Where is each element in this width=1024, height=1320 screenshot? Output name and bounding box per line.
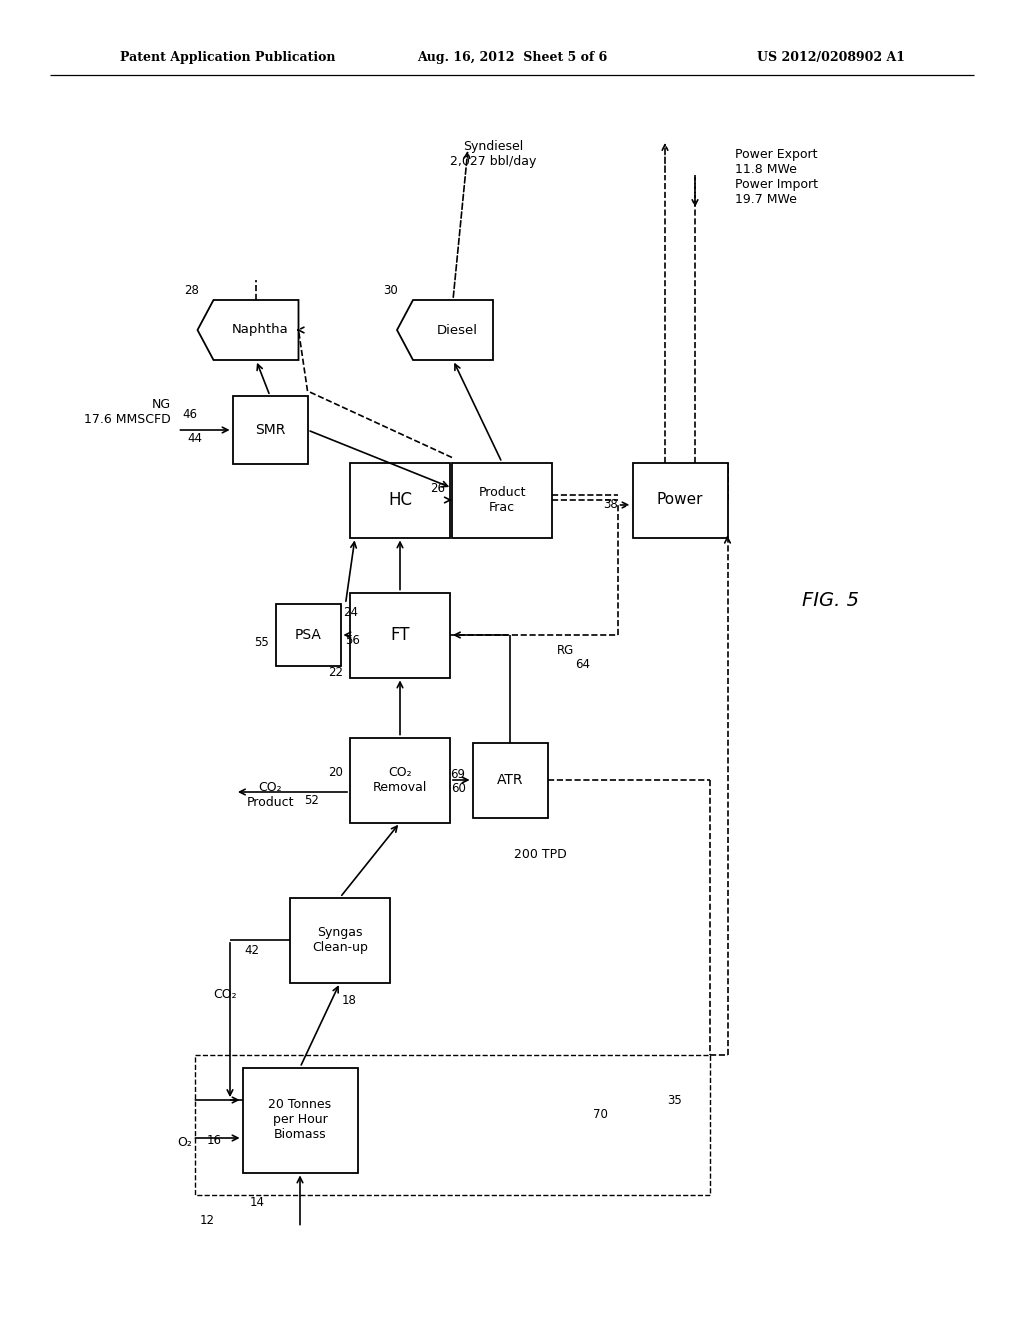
Text: 12: 12 — [200, 1214, 215, 1228]
Polygon shape — [198, 300, 299, 360]
FancyBboxPatch shape — [452, 462, 552, 537]
FancyBboxPatch shape — [633, 462, 727, 537]
Text: 35: 35 — [668, 1093, 682, 1106]
Text: NG
17.6 MMSCFD: NG 17.6 MMSCFD — [84, 399, 171, 426]
Text: Power: Power — [656, 492, 703, 507]
Polygon shape — [397, 300, 493, 360]
Text: SMR: SMR — [255, 422, 286, 437]
Text: 200 TPD: 200 TPD — [514, 849, 566, 862]
Text: 26: 26 — [430, 482, 445, 495]
Text: RG: RG — [557, 644, 574, 656]
Text: 14: 14 — [250, 1196, 265, 1209]
Text: HC: HC — [388, 491, 412, 510]
Text: ATR: ATR — [497, 774, 523, 787]
Text: 55: 55 — [254, 636, 269, 649]
Text: 16: 16 — [207, 1134, 222, 1147]
Text: FT: FT — [390, 626, 410, 644]
Text: 70: 70 — [593, 1109, 607, 1122]
Text: 42: 42 — [245, 944, 259, 957]
Text: Product
Frac: Product Frac — [478, 486, 525, 513]
Text: PSA: PSA — [295, 628, 322, 642]
Text: 69: 69 — [451, 768, 466, 781]
Text: 64: 64 — [575, 659, 590, 672]
Text: 28: 28 — [184, 284, 199, 297]
Text: CO₂
Removal: CO₂ Removal — [373, 766, 427, 795]
FancyBboxPatch shape — [472, 742, 548, 817]
FancyBboxPatch shape — [275, 605, 341, 667]
Text: CO₂: CO₂ — [213, 989, 237, 1002]
FancyBboxPatch shape — [243, 1068, 357, 1172]
Text: 60: 60 — [451, 781, 466, 795]
Text: Naphtha: Naphtha — [231, 323, 289, 337]
Text: Diesel: Diesel — [436, 323, 477, 337]
FancyBboxPatch shape — [290, 898, 390, 982]
Text: Syngas
Clean-up: Syngas Clean-up — [312, 927, 368, 954]
Text: Aug. 16, 2012  Sheet 5 of 6: Aug. 16, 2012 Sheet 5 of 6 — [417, 51, 607, 65]
FancyBboxPatch shape — [350, 462, 450, 537]
FancyBboxPatch shape — [350, 738, 450, 822]
Text: 56: 56 — [345, 634, 360, 647]
Text: O₂: O₂ — [177, 1135, 191, 1148]
Text: 20 Tonnes
per Hour
Biomass: 20 Tonnes per Hour Biomass — [268, 1098, 332, 1142]
Text: 22: 22 — [329, 667, 343, 678]
Text: 18: 18 — [342, 994, 357, 1007]
Text: 38: 38 — [603, 499, 617, 511]
Text: 24: 24 — [343, 606, 358, 619]
Text: 46: 46 — [182, 408, 198, 421]
FancyBboxPatch shape — [350, 593, 450, 677]
Text: 52: 52 — [304, 793, 319, 807]
Text: Power Export
11.8 MWe
Power Import
19.7 MWe: Power Export 11.8 MWe Power Import 19.7 … — [735, 148, 818, 206]
Text: Patent Application Publication: Patent Application Publication — [120, 51, 336, 65]
Text: US 2012/0208902 A1: US 2012/0208902 A1 — [757, 51, 905, 65]
Text: CO₂
Product: CO₂ Product — [246, 781, 294, 809]
Text: 20: 20 — [329, 766, 343, 779]
Text: FIG. 5: FIG. 5 — [802, 590, 858, 610]
Text: 30: 30 — [384, 284, 398, 297]
Text: 44: 44 — [187, 432, 203, 445]
FancyBboxPatch shape — [232, 396, 307, 465]
Text: Syndiesel
2,027 bbl/day: Syndiesel 2,027 bbl/day — [450, 140, 537, 168]
